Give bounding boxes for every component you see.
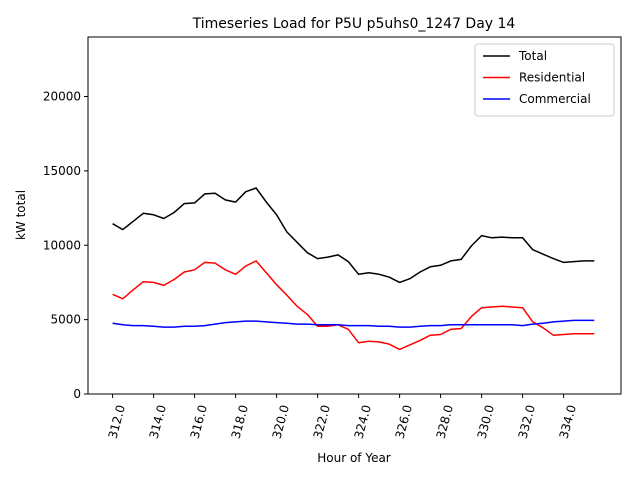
legend-label-commercial: Commercial: [519, 92, 591, 106]
x-axis-label: Hour of Year: [317, 451, 391, 465]
y-tick-label: 10000: [43, 238, 81, 252]
y-tick-label: 5000: [50, 313, 81, 327]
y-tick-label: 15000: [43, 164, 81, 178]
legend-label-total: Total: [518, 49, 547, 63]
y-axis: 0 5000 10000 15000 20000: [43, 90, 88, 401]
y-tick-label: 0: [73, 387, 81, 401]
y-tick-label: 20000: [43, 90, 81, 104]
y-axis-label: kW total: [14, 190, 28, 240]
chart-title: Timeseries Load for P5U p5uhs0_1247 Day …: [192, 16, 516, 32]
axes-frame: [87, 36, 622, 395]
legend-box: [474, 43, 615, 117]
legend: Total Residential Commercial: [474, 43, 615, 117]
series-line-residential: [112, 260, 595, 351]
series-line-total: [112, 187, 595, 284]
series-line-commercial: [112, 319, 595, 328]
legend-label-residential: Residential: [519, 71, 585, 85]
